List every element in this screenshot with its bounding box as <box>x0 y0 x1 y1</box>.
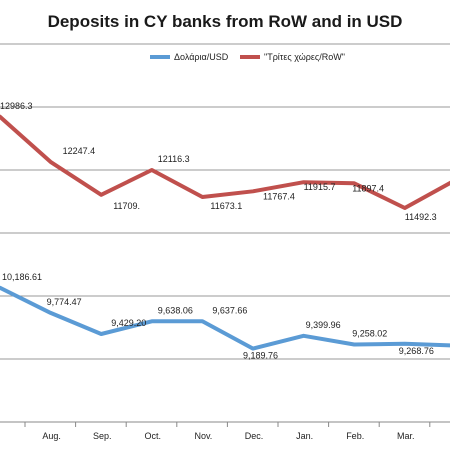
x-tick-label: Nov. <box>194 431 212 441</box>
x-tick-label: Jan. <box>296 431 313 441</box>
data-label: 11492.3 <box>405 212 437 222</box>
data-label: 9,638.06 <box>158 305 193 315</box>
x-tick-label: Feb. <box>346 431 364 441</box>
data-label: 11709. <box>113 201 140 211</box>
series-line <box>0 285 450 351</box>
x-tick-label: Oct. <box>145 431 162 441</box>
legend: Δολάρια/USD "Τρίτες χώρες/RoW" <box>150 52 345 62</box>
data-label: 12247.4 <box>63 146 96 156</box>
data-label: 9,268.76 <box>399 346 434 356</box>
x-tick-label: Sep. <box>93 431 112 441</box>
series-line <box>0 114 450 210</box>
data-label: 11915.7 <box>304 182 336 192</box>
data-label: 9,429.20 <box>111 318 146 328</box>
data-label: 11897.4 <box>352 183 384 193</box>
data-label: 9,189.76 <box>243 351 278 361</box>
data-label: 11673.1 <box>210 201 242 211</box>
data-labels: 10,186.61 9,774.47 9,429.20 9,638.06 9,637.6… <box>0 101 437 361</box>
chart-title: Deposits in CY banks from RoW and in USD <box>47 12 403 31</box>
gridlines <box>0 43 450 423</box>
data-label: 12116.3 <box>158 154 190 164</box>
data-label: 9,258.02 <box>352 328 387 338</box>
data-label: 11767.4 <box>263 191 295 201</box>
legend-label: "Τρίτες χώρες/RoW" <box>264 52 345 62</box>
x-tick-label: Mar. <box>397 431 415 441</box>
x-tick-label: Aug. <box>42 431 61 441</box>
x-tick-label: Dec. <box>245 431 264 441</box>
legend-label: Δολάρια/USD <box>174 52 229 62</box>
data-label: 9,399.96 <box>306 320 341 330</box>
series-lines <box>0 114 450 351</box>
x-axis: Aug.Sep.Oct.Nov.Dec.Jan.Feb.Mar.Ap <box>24 422 431 441</box>
data-label: 10,186.61 <box>2 272 42 282</box>
data-label: 12986.3 <box>0 101 33 111</box>
data-label: 9,774.47 <box>47 297 82 307</box>
data-label: 9,637.66 <box>212 305 247 315</box>
